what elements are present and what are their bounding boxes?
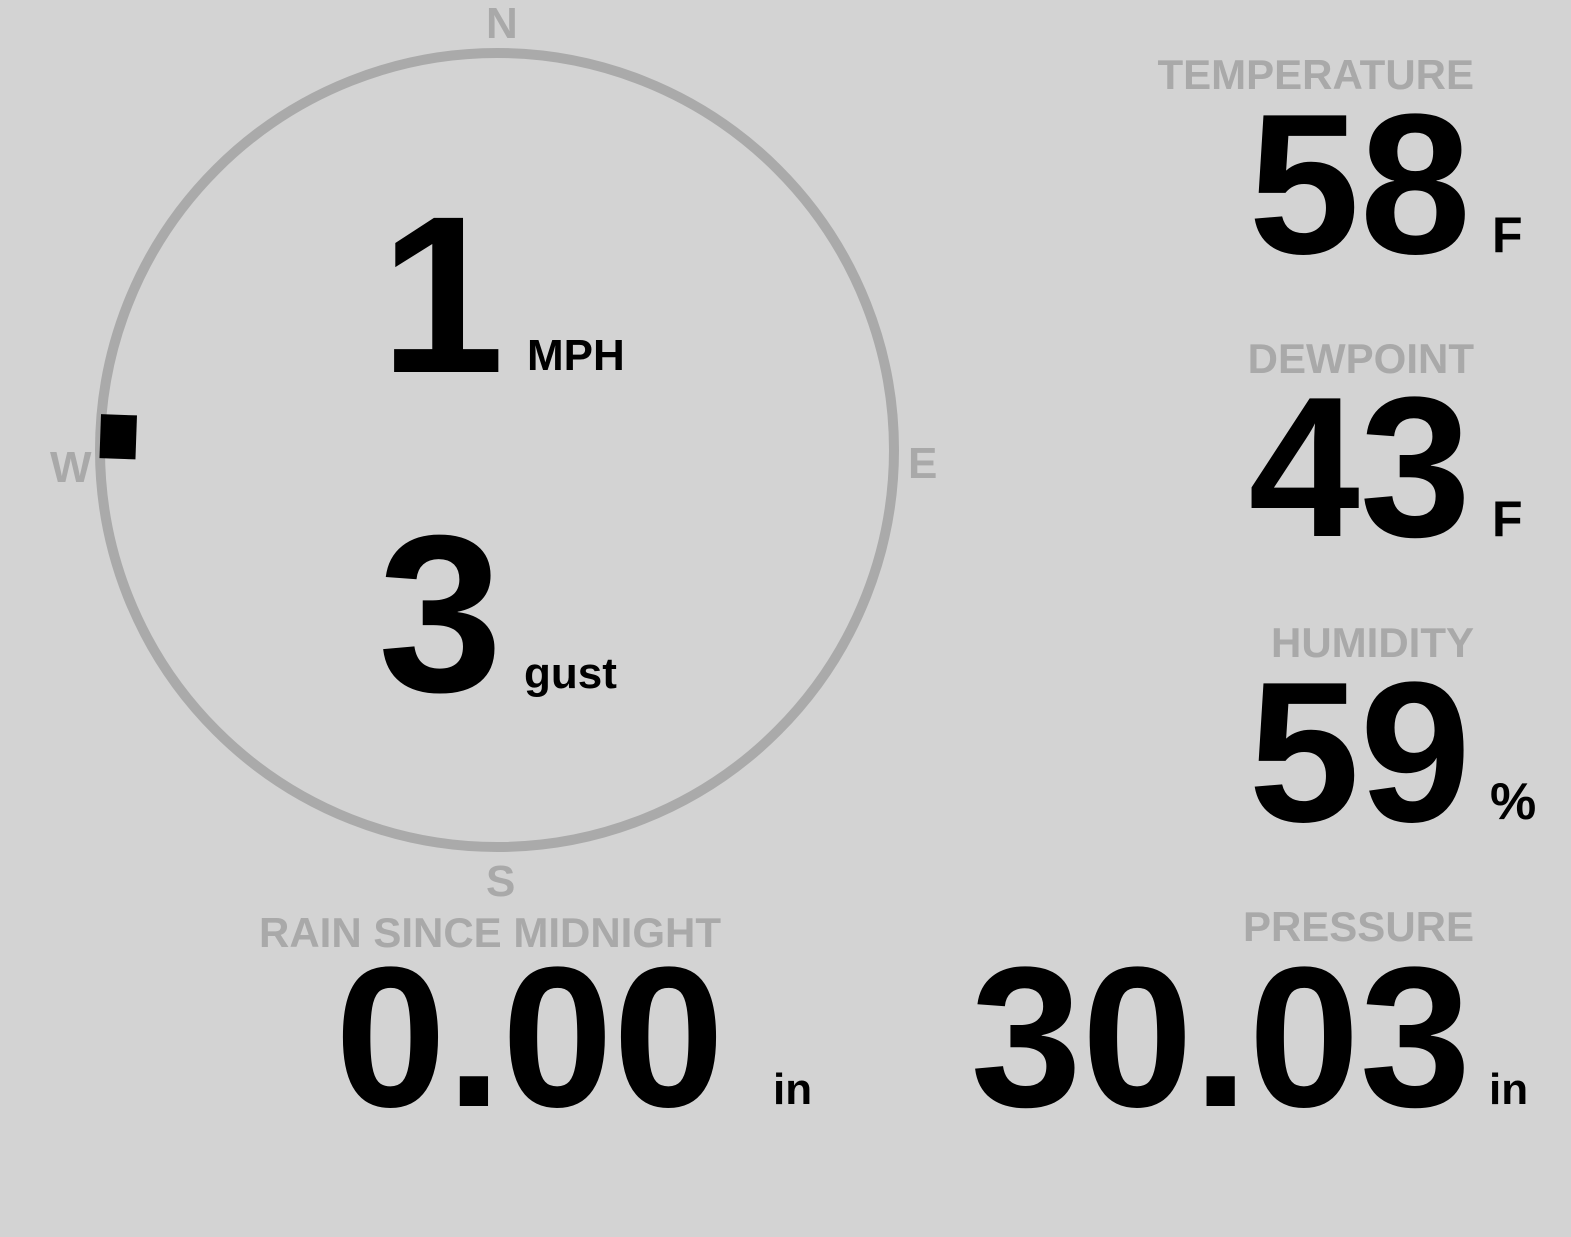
compass-east: E (908, 439, 938, 488)
compass-north: N (486, 0, 518, 48)
pressure-label: PRESSURE (1242, 903, 1474, 950)
dewpoint-label: DEWPOINT (1247, 335, 1474, 382)
wind-speed-unit: MPH (527, 331, 625, 380)
dewpoint-unit: F (1492, 491, 1523, 547)
dewpoint-value: 43 (1248, 356, 1471, 579)
compass-west: W (50, 443, 92, 492)
wind-gust-value: 3 (378, 489, 503, 739)
humidity-label: HUMIDITY (1271, 619, 1474, 666)
wind-speed-value: 1 (380, 170, 505, 420)
wind-direction-marker (99, 414, 137, 460)
temperature-unit: F (1492, 207, 1523, 263)
rain-unit: in (773, 1065, 813, 1114)
humidity-value: 59 (1248, 641, 1471, 864)
rain-label: RAIN SINCE MIDNIGHT (259, 909, 721, 956)
wind-gust-unit: gust (524, 649, 617, 698)
compass-south: S (486, 857, 516, 906)
rain-value: 0.00 (335, 926, 725, 1149)
temperature-label: TEMPERATURE (1157, 51, 1474, 98)
temperature-value: 58 (1248, 73, 1471, 296)
pressure-unit: in (1489, 1065, 1529, 1114)
humidity-unit: % (1490, 773, 1537, 831)
pressure-value: 30.03 (970, 926, 1472, 1149)
